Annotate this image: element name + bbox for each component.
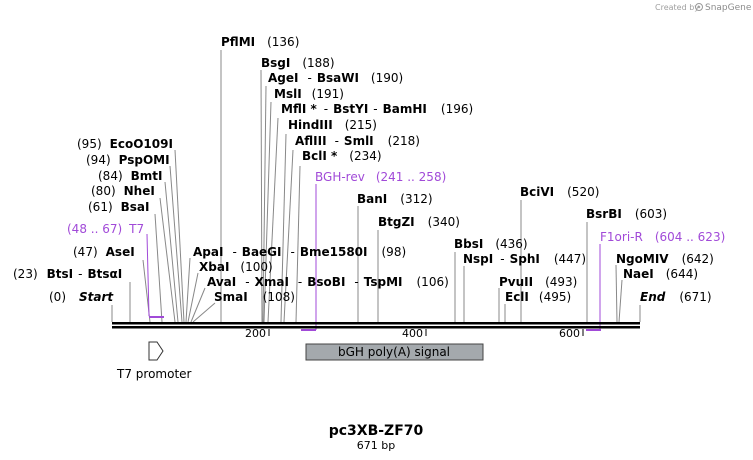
created-by-text: Created by: [655, 3, 699, 12]
site-xbai[interactable]: XbaI (100): [199, 260, 273, 274]
leader-smai: [192, 302, 216, 323]
leader-hind: [280, 133, 287, 323]
site-mfli[interactable]: MflI * - BstYI - BamHI (196): [281, 102, 473, 116]
site-ecli[interactable]: EclI (495): [505, 290, 571, 304]
site-hindiii[interactable]: HindIII (215): [288, 118, 377, 132]
leader-ngomiv: [615, 264, 618, 323]
site-apai[interactable]: ApaI - BaeGI - Bme1580I (98): [193, 245, 406, 259]
site-naei[interactable]: NaeI (644): [623, 267, 698, 281]
site-bani[interactable]: BanI (312): [357, 192, 433, 206]
snapgene-brand: SnapGene: [705, 3, 752, 13]
primer-bar-t7[interactable]: [149, 316, 164, 318]
site-smai[interactable]: SmaI (108): [214, 290, 295, 304]
leader-t7-primer: [146, 233, 150, 317]
bgh-polya-label: bGH poly(A) signal: [338, 345, 450, 359]
leader-nhei: [159, 197, 176, 323]
site-bsgi[interactable]: BsgI (188): [261, 56, 335, 70]
site-bcivi[interactable]: BciVI (520): [520, 185, 599, 199]
site-nhei[interactable]: (80) NheI: [91, 184, 155, 198]
site-ngomiv[interactable]: NgoMIV (642): [616, 252, 714, 266]
site-start[interactable]: (0) Start: [49, 290, 114, 304]
site-btsi[interactable]: (23) BtsI - BtsαI: [13, 267, 122, 281]
leader-avai: [190, 287, 206, 323]
site-btgzi[interactable]: BtgZI (340): [378, 215, 460, 229]
site-pvuii[interactable]: PvuII (493): [499, 275, 577, 289]
leader-eco: [174, 149, 185, 323]
site-bcli[interactable]: BclI * (234): [302, 149, 382, 163]
site-pflmi[interactable]: PflMI (136): [221, 35, 299, 49]
site-msli[interactable]: MslI (191): [274, 87, 344, 101]
leader-bsai: [154, 213, 163, 323]
leader-bmti: [164, 181, 179, 323]
leader-bcli: [295, 165, 301, 323]
dna-strand-bottom: [112, 326, 640, 329]
primer-f1ori-r-label[interactable]: F1ori-R (604 .. 623): [600, 230, 725, 244]
tick-label-400: 400: [402, 327, 423, 340]
leader-agei: [262, 85, 267, 323]
leader-bsgi: [260, 69, 263, 323]
tick-label-200: 200: [245, 327, 266, 340]
site-bbsi[interactable]: BbsI (436): [454, 237, 528, 251]
site-nspi[interactable]: NspI - SphI (447): [463, 252, 586, 266]
leader-apai: [185, 257, 191, 323]
t7-promoter-label: T7 promoter: [116, 367, 192, 381]
primer-leaders: [146, 184, 601, 330]
site-bsrbi[interactable]: BsrBI (603): [586, 207, 667, 221]
site-pspomi[interactable]: (94) PspOMI: [86, 153, 170, 167]
primer-t7-label[interactable]: (48 .. 67) T7: [67, 222, 144, 236]
site-bmti[interactable]: (84) BmtI: [98, 169, 163, 183]
site-end[interactable]: End (671): [640, 290, 712, 304]
bgh-polya-feature[interactable]: [305, 343, 484, 361]
plasmid-length: 671 bp: [357, 439, 395, 452]
primer-bgh-rev-label[interactable]: BGH-rev (241 .. 258): [315, 170, 446, 184]
snapgene-logo-icon: [695, 3, 703, 11]
leader-mfli: [267, 117, 279, 323]
leader-lines: [111, 50, 641, 323]
tick-label-600: 600: [559, 327, 580, 340]
site-bsai[interactable]: (61) BsaI: [88, 200, 150, 214]
leader-afl: [283, 149, 294, 323]
leader-xbai: [187, 272, 199, 323]
leader-pspomi: [169, 165, 183, 323]
leader-msli: [263, 101, 272, 323]
site-agei[interactable]: AgeI - BsaWI (190): [268, 71, 403, 85]
dna-strand-top: [112, 322, 640, 325]
site-ecoo109i[interactable]: (95) EcoO109I: [77, 137, 173, 151]
ruler: 200 400 600: [245, 327, 584, 340]
primer-bar-bgh-rev[interactable]: [301, 329, 316, 331]
site-avai[interactable]: AvaI - XmaI - BsoBI - TspMI (106): [207, 275, 449, 289]
plasmid-title: pc3XB-ZF70: [329, 423, 424, 439]
t7-promoter-arrow[interactable]: [148, 341, 164, 361]
leader-naei: [618, 279, 623, 323]
site-asei[interactable]: (47) AseI: [73, 245, 135, 259]
site-afliii[interactable]: AflIII - SmlI (218): [295, 134, 420, 148]
primer-bar-f1ori[interactable]: [586, 329, 601, 331]
